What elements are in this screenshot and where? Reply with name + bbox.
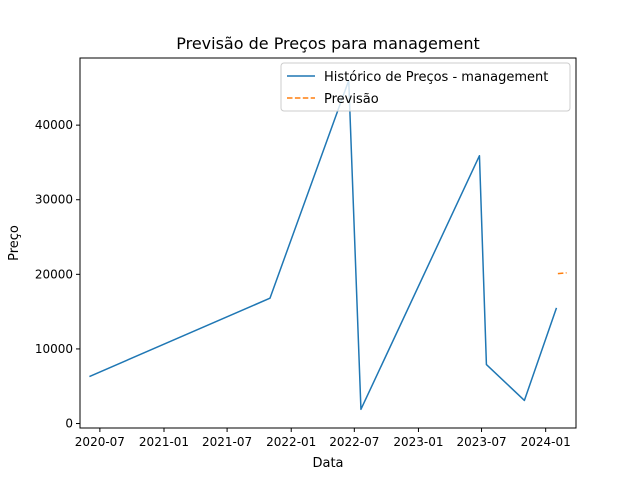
y-tick-label: 20000 [35, 267, 73, 281]
y-tick-label: 10000 [35, 342, 73, 356]
x-tick-label: 2023-07 [456, 435, 506, 449]
x-tick-label: 2021-01 [139, 435, 189, 449]
legend-label-1: Previsão [324, 92, 379, 107]
x-tick-label: 2024-01 [521, 435, 571, 449]
x-tick-label: 2022-01 [266, 435, 316, 449]
legend: Histórico de Preços - management Previsão [280, 62, 571, 112]
series-line-1 [557, 272, 567, 275]
x-tick-label: 2023-01 [393, 435, 443, 449]
y-tick-label: 40000 [35, 118, 73, 132]
plot-frame [79, 57, 577, 429]
y-axis-label: Preço [7, 225, 22, 261]
x-tick-label: 2020-07 [75, 435, 125, 449]
plot-area [89, 79, 567, 411]
chart-title: Previsão de Preços para management [176, 34, 480, 53]
series-line-0 [89, 79, 558, 411]
x-axis-label: Data [312, 456, 343, 471]
x-tick-label: 2022-07 [329, 435, 379, 449]
y-tick-label: 0 [65, 417, 73, 431]
x-tick-label: 2021-07 [202, 435, 252, 449]
legend-label-0: Histórico de Preços - management [324, 70, 548, 85]
y-tick-label: 30000 [35, 193, 73, 207]
legend-box [280, 62, 571, 112]
